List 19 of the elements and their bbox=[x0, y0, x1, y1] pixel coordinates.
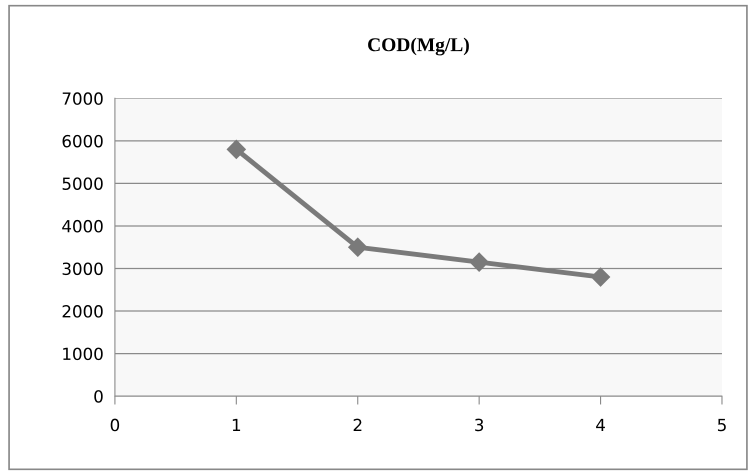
point bbox=[226, 140, 246, 159]
x-tick-label: 2 bbox=[354, 418, 362, 432]
y-tick-label: 2000 bbox=[62, 305, 103, 318]
point bbox=[348, 238, 368, 257]
point bbox=[591, 267, 610, 287]
x-tick-label: 3 bbox=[475, 418, 484, 432]
x-tick-label: 1 bbox=[232, 418, 240, 432]
y-tick-label: 0 bbox=[94, 390, 103, 403]
y-tick-label: 5000 bbox=[62, 177, 103, 190]
y-tick-label: 7000 bbox=[62, 92, 103, 105]
y-tick-label: 6000 bbox=[62, 134, 103, 148]
x-tick-label: 4 bbox=[596, 418, 605, 432]
y-tick-label: 3000 bbox=[62, 262, 103, 276]
chart-title: COD(Mg/L) bbox=[368, 38, 469, 56]
point bbox=[470, 252, 489, 272]
y-tick-label: 1000 bbox=[63, 348, 103, 360]
x-tick-label: 5 bbox=[718, 418, 726, 432]
x-tick-label: 0 bbox=[110, 418, 120, 432]
y-tick-label: 4000 bbox=[62, 220, 103, 233]
